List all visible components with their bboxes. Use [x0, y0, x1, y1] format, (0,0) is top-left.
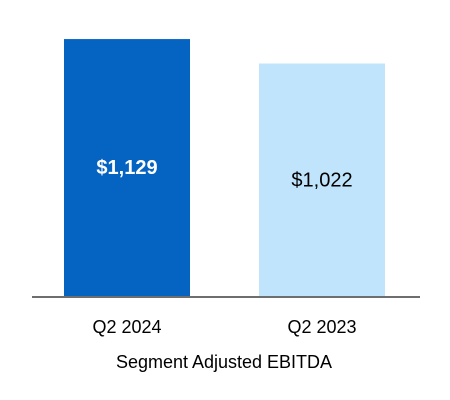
x-axis-title: Segment Adjusted EBITDA: [116, 352, 332, 372]
bar-q2-2024: [64, 39, 190, 297]
data-label-q2-2024: $1,129: [96, 157, 157, 179]
bars-group: [64, 39, 385, 298]
category-label-q2-2024: Q2 2024: [92, 317, 161, 337]
labels-group: $1,129 Q2 2024 $1,022 Q2 2023: [92, 157, 356, 337]
data-label-q2-2023: $1,022: [291, 169, 352, 191]
bar-q2-2023: [259, 63, 385, 298]
category-label-q2-2023: Q2 2023: [287, 317, 356, 337]
